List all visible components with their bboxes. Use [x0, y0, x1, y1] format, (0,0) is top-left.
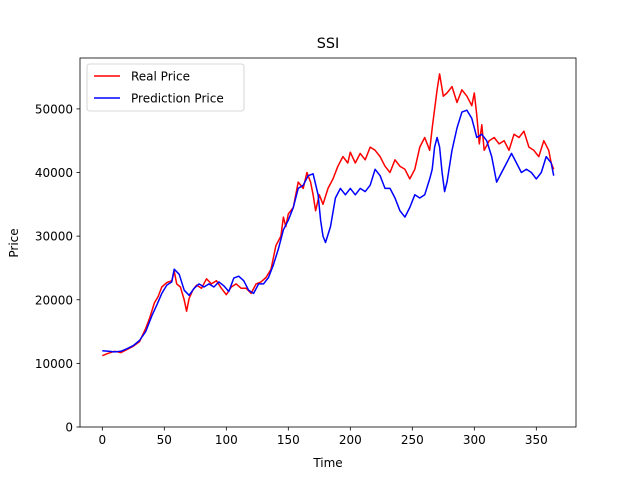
plot-area: 0 50 100 150 200 250 300 350 0 10000 20000 30000 400…	[35, 57, 577, 447]
axes-frame	[79, 57, 577, 428]
y-tick-label: 50000	[35, 102, 73, 116]
x-tick-label: 250	[401, 433, 424, 447]
x-tick-label: 200	[339, 433, 362, 447]
series-line-real-price	[102, 73, 555, 357]
series-line-prediction-price	[102, 109, 555, 353]
x-tick-label: 300	[463, 433, 486, 447]
y-tick-label: 40000	[35, 166, 73, 180]
y-tick-label: 10000	[35, 357, 73, 371]
x-tick-label: 0	[98, 433, 106, 447]
x-tick-label: 100	[215, 433, 238, 447]
y-tick-label: 30000	[35, 230, 73, 244]
legend-label: Real Price	[131, 70, 190, 84]
x-tick-label: 350	[525, 433, 548, 447]
x-axis-label: Time	[312, 456, 342, 470]
x-tick-label: 150	[277, 433, 300, 447]
y-tick-label: 0	[65, 421, 73, 435]
y-axis-label: Price	[7, 228, 21, 257]
x-tick-label: 50	[157, 433, 172, 447]
legend-label: Prediction Price	[131, 92, 224, 106]
y-tick-label: 20000	[35, 293, 73, 307]
chart-title: SSI	[317, 36, 340, 52]
legend-box	[86, 63, 245, 112]
